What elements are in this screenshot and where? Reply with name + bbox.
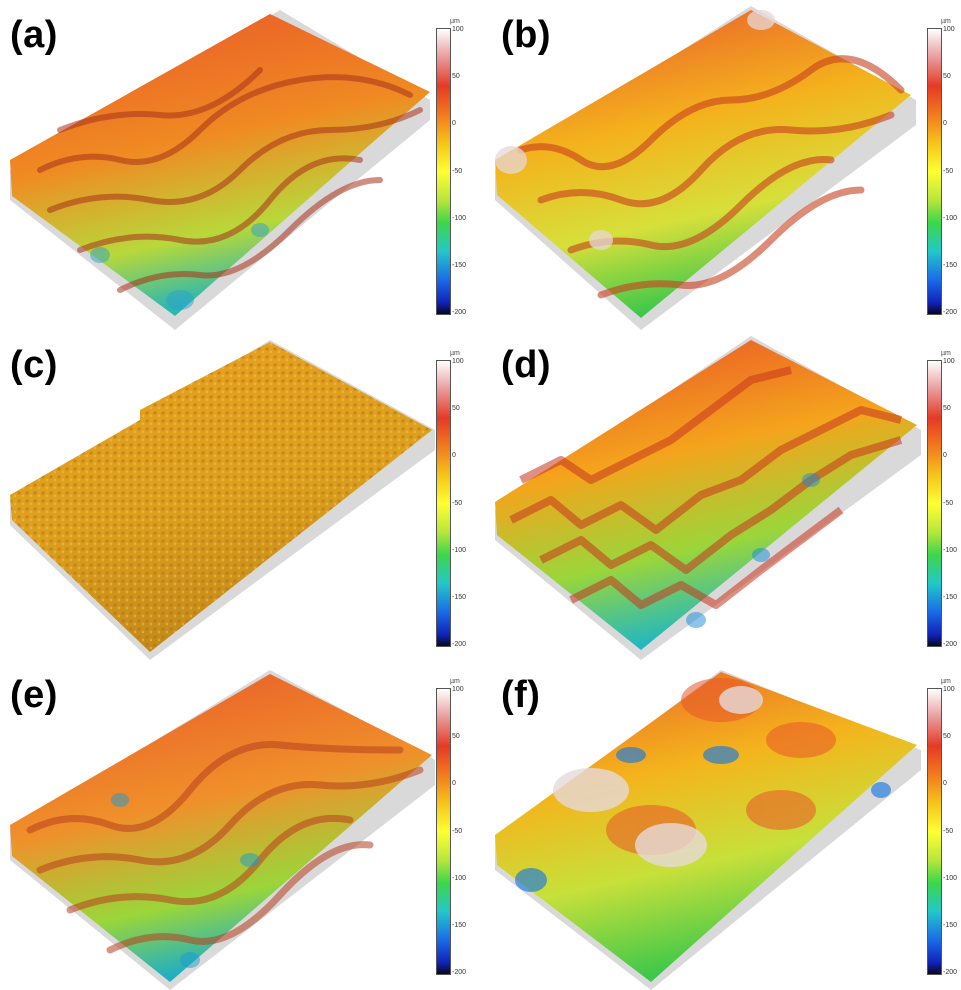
colorbar-tick: -100 xyxy=(943,875,958,882)
colorbar-tick: -150 xyxy=(452,594,467,601)
colorbar-tick: -150 xyxy=(943,594,958,601)
colorbar-tick: 50 xyxy=(452,405,460,412)
colorbar-tick: 0 xyxy=(943,452,947,459)
colorbar-tick: -150 xyxy=(452,262,467,269)
colorbar-tick: -100 xyxy=(452,875,467,882)
colorbar-gradient xyxy=(436,28,451,315)
colorbar-tick: -50 xyxy=(452,828,463,835)
colorbar: µm 100 50 0 -50 -100 -150 -200 xyxy=(436,18,484,318)
colorbar-gradient xyxy=(436,360,451,647)
colorbar-unit: µm xyxy=(450,350,460,357)
colorbar-tick: 0 xyxy=(943,780,947,787)
colorbar-unit: µm xyxy=(941,350,951,357)
colorbar-tick: -100 xyxy=(452,547,467,554)
colorbar-gradient xyxy=(927,688,942,975)
panel-label: (c) xyxy=(10,344,58,386)
colorbar-tick: 50 xyxy=(452,73,460,80)
colorbar: µm 100 50 0 -50 -100 -150 -200 xyxy=(927,678,961,978)
colorbar-tick: -50 xyxy=(452,500,463,507)
surface-e xyxy=(10,670,435,990)
colorbar-gradient xyxy=(927,360,942,647)
colorbar-unit: µm xyxy=(941,18,951,25)
panel-c: (c) µm 100 50 0 -50 -100 -150 -200 xyxy=(0,330,480,660)
colorbar-tick: 0 xyxy=(452,452,456,459)
colorbar-gradient xyxy=(927,28,942,315)
colorbar-tick: 50 xyxy=(943,733,951,740)
colorbar-tick: -100 xyxy=(452,215,467,222)
panel-b: (b) µm 100 50 0 -50 -100 -150 -200 xyxy=(481,0,961,330)
colorbar-gradient xyxy=(436,688,451,975)
colorbar-tick: -50 xyxy=(452,168,463,175)
surface-a xyxy=(10,10,430,330)
panel-f: (f) µm 100 50 0 -50 -100 -150 -200 xyxy=(481,660,961,990)
colorbar-unit: µm xyxy=(450,678,460,685)
panel-label: (e) xyxy=(10,674,58,716)
colorbar: µm 100 50 0 -50 -100 -150 -200 xyxy=(927,350,961,650)
colorbar-tick: 0 xyxy=(943,120,947,127)
colorbar-tick: 100 xyxy=(452,26,464,33)
colorbar-tick: -100 xyxy=(943,547,958,554)
colorbar-tick: -150 xyxy=(943,262,958,269)
colorbar-tick: -50 xyxy=(943,500,954,507)
colorbar-tick: -200 xyxy=(452,969,467,976)
colorbar-tick: -200 xyxy=(943,641,958,648)
colorbar: µm 100 50 0 -50 -100 -150 -200 xyxy=(436,350,484,650)
surface-c-texture xyxy=(10,342,432,652)
colorbar-unit: µm xyxy=(450,18,460,25)
colorbar-tick: 100 xyxy=(943,686,955,693)
panel-e: (e) µm 100 50 0 -50 -100 -150 -200 xyxy=(0,660,480,990)
colorbar-tick: -200 xyxy=(943,309,958,316)
colorbar-tick: 100 xyxy=(452,686,464,693)
colorbar-tick: -150 xyxy=(452,922,467,929)
colorbar-tick: -200 xyxy=(452,309,467,316)
colorbar: µm 100 50 0 -50 -100 -150 -200 xyxy=(927,18,961,318)
panel-label: (b) xyxy=(501,14,552,56)
colorbar-tick: -50 xyxy=(943,828,954,835)
colorbar-tick: 50 xyxy=(452,733,460,740)
colorbar-tick: -150 xyxy=(943,922,958,929)
panel-d: (d) µm 100 50 0 -50 -100 -150 -200 xyxy=(481,330,961,660)
colorbar-tick: 0 xyxy=(452,120,456,127)
panel-label: (f) xyxy=(501,674,541,716)
colorbar-tick: -200 xyxy=(943,969,958,976)
panel-label: (d) xyxy=(501,344,552,386)
surface-c xyxy=(10,340,435,660)
colorbar-tick: 0 xyxy=(452,780,456,787)
colorbar-tick: 100 xyxy=(943,358,955,365)
surface-b xyxy=(495,6,916,330)
colorbar-tick: -200 xyxy=(452,641,467,648)
colorbar: µm 100 50 0 -50 -100 -150 -200 xyxy=(436,678,484,978)
colorbar-tick: 50 xyxy=(943,405,951,412)
colorbar-unit: µm xyxy=(941,678,951,685)
colorbar-tick: -50 xyxy=(943,168,954,175)
panel-label: (a) xyxy=(10,14,58,56)
surface-d xyxy=(495,336,921,660)
surface-f xyxy=(495,670,921,990)
panel-a: (a) µm 100 50 0 -50 -100 -150 -200 xyxy=(0,0,480,330)
colorbar-tick: 100 xyxy=(943,26,955,33)
colorbar-tick: -100 xyxy=(943,215,958,222)
colorbar-tick: 50 xyxy=(943,73,951,80)
colorbar-tick: 100 xyxy=(452,358,464,365)
